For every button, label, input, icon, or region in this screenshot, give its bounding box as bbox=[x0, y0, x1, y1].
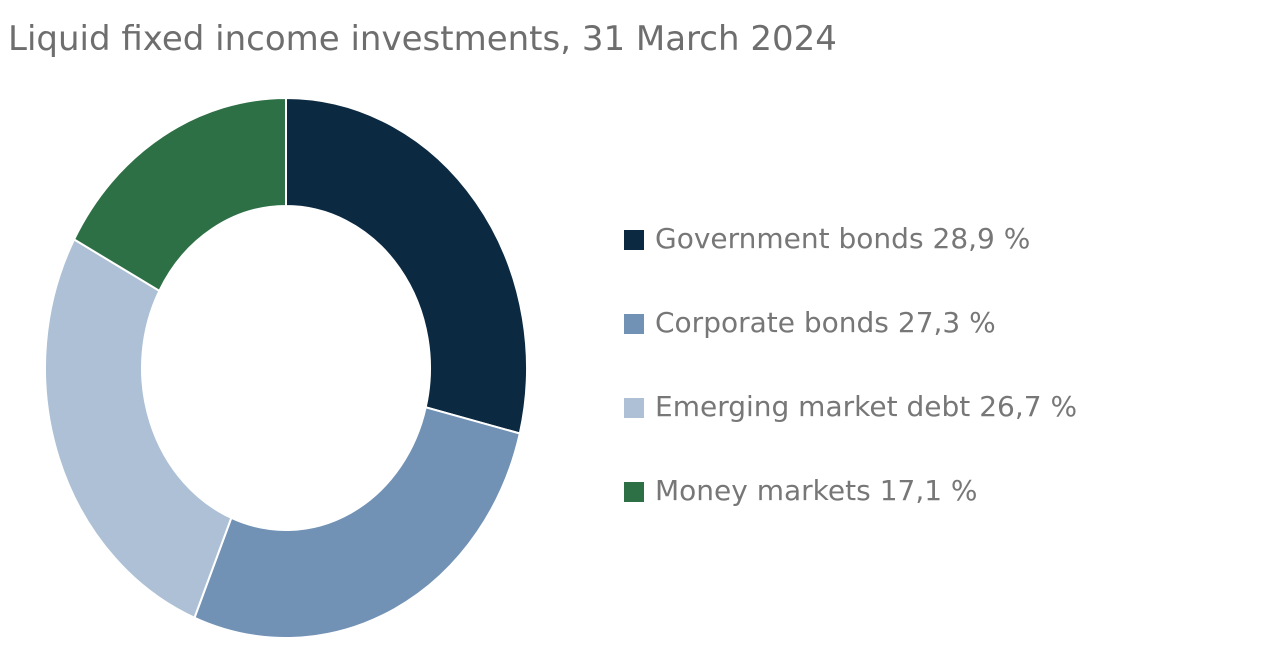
legend-label: Emerging market debt 26,7 % bbox=[655, 390, 1077, 423]
donut-segment bbox=[44, 237, 233, 620]
legend-swatch bbox=[624, 482, 644, 502]
legend-swatch bbox=[624, 314, 644, 334]
legend-category: Money markets bbox=[655, 474, 871, 507]
legend-value: 27,3 % bbox=[898, 306, 996, 339]
legend-value: 26,7 % bbox=[979, 390, 1077, 423]
legend-category: Government bonds bbox=[655, 222, 924, 255]
legend-value: 17,1 % bbox=[880, 474, 978, 507]
donut-segment bbox=[72, 96, 287, 293]
legend-swatch bbox=[624, 398, 644, 418]
donut-segment bbox=[285, 96, 528, 435]
legend-label: Government bonds 28,9 % bbox=[655, 222, 1030, 255]
legend-category: Corporate bonds bbox=[655, 306, 889, 339]
legend-category: Emerging market debt bbox=[655, 390, 970, 423]
legend-label: Money markets 17,1 % bbox=[655, 474, 978, 507]
legend-value: 28,9 % bbox=[933, 222, 1031, 255]
legend-label: Corporate bonds 27,3 % bbox=[655, 306, 996, 339]
donut-segment bbox=[193, 406, 521, 639]
chart-title: Liquid fixed income investments, 31 Marc… bbox=[8, 19, 837, 59]
legend-swatch bbox=[624, 230, 644, 250]
